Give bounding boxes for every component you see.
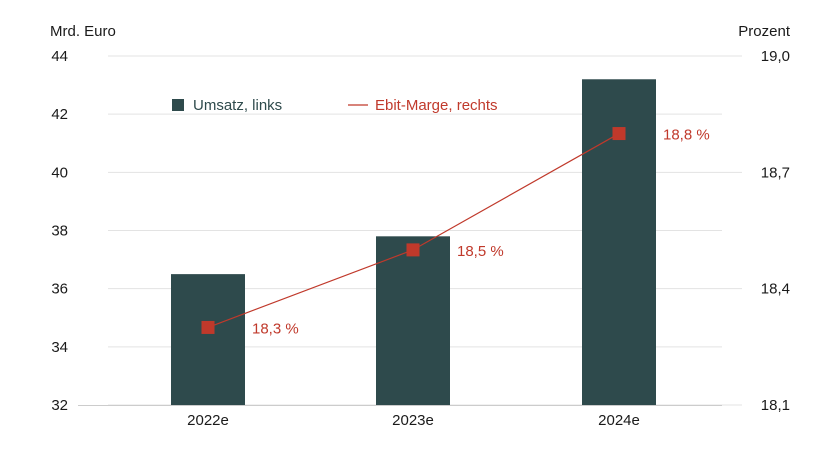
ebit-marge-data-label: 18,3 %: [252, 320, 299, 337]
left-tick-label: 44: [51, 48, 68, 65]
left-tick-label: 38: [51, 223, 68, 240]
left-tick-label: 32: [51, 397, 68, 414]
bar-umsatz-2022e: [171, 274, 245, 405]
legend-label-umsatz: Umsatz, links: [193, 97, 282, 114]
legend-swatch-umsatz: [172, 99, 184, 111]
right-tick-label: 19,0: [761, 48, 790, 65]
legend-label-ebit: Ebit-Marge, rechts: [375, 97, 498, 114]
x-tick-label: 2024e: [598, 412, 640, 429]
line-ebit-marge: 18,3 % 18,5 % 18,8 %: [201, 127, 710, 337]
ebit-marge-data-label: 18,8 %: [663, 127, 710, 144]
left-tick-label: 42: [51, 106, 68, 123]
right-tick-label: 18,7: [761, 164, 790, 181]
ebit-marge-data-label: 18,5 %: [457, 243, 504, 260]
right-tick-label: 18,4: [761, 281, 790, 298]
ebit-marge-point-2023e: [406, 243, 420, 257]
x-tick-label: 2023e: [392, 412, 434, 429]
ebit-marge-point-2024e: [612, 127, 626, 141]
left-tick-label: 34: [51, 339, 68, 356]
right-tick-label: 18,1: [761, 397, 790, 414]
bars-umsatz: [171, 79, 656, 406]
left-tick-label: 36: [51, 281, 68, 298]
legend: Umsatz, links Ebit-Marge, rechts: [172, 97, 498, 114]
x-tick-label: 2022e: [187, 412, 229, 429]
left-axis-unit-label: Mrd. Euro: [50, 23, 116, 40]
right-axis-unit-label: Prozent: [738, 23, 791, 40]
bar-umsatz-2023e: [376, 236, 450, 405]
left-tick-label: 40: [51, 164, 68, 181]
ebit-marge-point-2022e: [201, 320, 215, 334]
axes: 32 34 36 38 40 42 44 18,1 18,4 18,7 19,0 2022e 2023e…: [51, 48, 790, 429]
